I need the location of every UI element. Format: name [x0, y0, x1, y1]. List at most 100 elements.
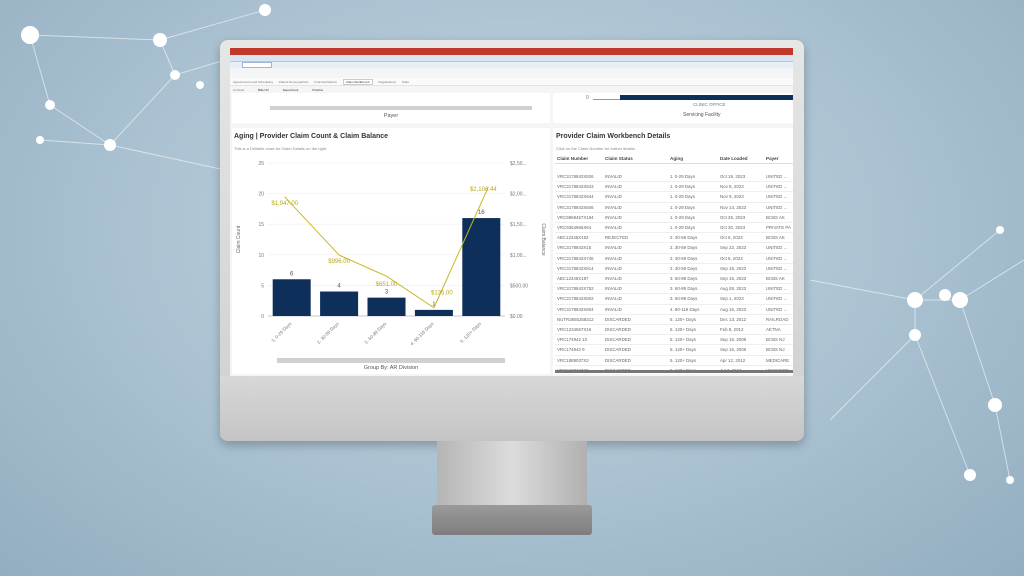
table-cell: Nov 9, 2023	[720, 194, 744, 200]
table-row[interactable]	[555, 294, 793, 305]
claim-count-bar[interactable]	[320, 291, 359, 316]
title-bar	[230, 48, 793, 55]
table-cell: INVALID	[605, 194, 622, 200]
filter-biller-id[interactable]: Biller ID	[258, 88, 269, 92]
table-row[interactable]	[555, 192, 793, 203]
y2-axis-label: Claim Balance	[540, 223, 546, 255]
claim-number-link[interactable]: VRC3178843X844	[557, 194, 594, 200]
claim-number-link[interactable]: VRC1234567X16	[557, 327, 592, 332]
column-header[interactable]: Claim Status	[605, 156, 633, 161]
tab-stats[interactable]: Stats	[402, 79, 409, 84]
table-cell: Oct 30, 2023	[720, 225, 746, 230]
claim-number-link[interactable]: ABC12345X187	[557, 276, 589, 281]
table-row[interactable]	[555, 274, 793, 285]
tab-financial-metrics[interactable]: Financial Metrics	[314, 79, 337, 84]
claim-number-link[interactable]: VRC9969457X194	[557, 214, 594, 220]
payer-chart-scrollbar[interactable]	[270, 106, 532, 110]
table-cell: BCBS AK	[766, 276, 785, 281]
claim-count-bar[interactable]	[272, 279, 311, 316]
tab-claim-workbench[interactable]: Claim Workbench	[342, 78, 373, 85]
line-data-label: $651.00	[376, 282, 398, 288]
table-row[interactable]	[555, 213, 793, 223]
table-cell: 3. 60-89 Days	[670, 296, 698, 302]
table-cell: INVALID	[605, 225, 622, 230]
filter-department[interactable]: Department	[282, 88, 299, 92]
window-tab-active[interactable]	[242, 62, 272, 68]
tab-appointments[interactable]: Appointments and Scheduling	[233, 79, 273, 84]
table-cell: 3. 60-89 Days	[670, 276, 698, 281]
table-cell: BCBS AK	[766, 235, 785, 241]
table-cell: Oct 6, 2023	[720, 235, 743, 241]
table-scrollbar[interactable]	[555, 370, 793, 373]
claim-number-link[interactable]: VRC174942 10	[557, 337, 588, 343]
claim-number-link[interactable]: VRC3178843X802	[557, 296, 594, 302]
table-row[interactable]	[555, 284, 793, 295]
claim-number-link[interactable]: VRC3178843X15	[557, 245, 592, 251]
table-row[interactable]	[555, 172, 793, 183]
table-cell: INVALID	[605, 306, 622, 312]
table-row[interactable]	[555, 203, 793, 213]
table-row[interactable]	[555, 315, 793, 325]
claim-number-link[interactable]: VRC3178843X804	[557, 306, 594, 312]
table-cell: UNITED ...	[766, 265, 788, 271]
table-cell: MEDICARE	[766, 357, 790, 363]
table-row[interactable]	[555, 325, 793, 336]
column-header[interactable]: Aging	[670, 156, 684, 161]
claim-number-link[interactable]: VRC3178843X843	[557, 184, 594, 190]
claim-number-link[interactable]: VRC174942 9	[557, 347, 585, 353]
claim-number-link[interactable]: VRC3178843X814	[557, 265, 594, 271]
details-title: Provider Claim Workbench Details	[556, 133, 671, 140]
claim-number-link[interactable]: VRC3178843X752	[557, 286, 594, 292]
claim-count-bar[interactable]	[462, 218, 501, 316]
y2-tick-label: $1,50...	[510, 222, 527, 228]
clinic-office-bar[interactable]	[620, 95, 793, 100]
table-cell: Sep 1, 2023	[720, 296, 744, 302]
table-row[interactable]	[555, 233, 793, 244]
table-cell: INVALID	[605, 184, 622, 190]
claim-number-link[interactable]: NUTR3655258312	[557, 316, 594, 322]
table-row[interactable]	[555, 356, 793, 366]
column-header[interactable]: Date Loaded	[720, 156, 748, 161]
table-cell: BCBS NJ	[766, 347, 785, 353]
table-cell: Aug 16, 2023	[720, 306, 747, 312]
line-data-label: $135.00	[431, 291, 453, 297]
table-row[interactable]	[555, 254, 793, 264]
table-cell: INVALID	[605, 296, 622, 302]
column-header[interactable]: Claim Number	[557, 156, 589, 161]
claim-number-link[interactable]: ABC12345X192	[557, 235, 589, 241]
column-header[interactable]: Payer	[766, 156, 779, 161]
table-cell: Sep 16, 2008	[720, 337, 747, 343]
table-row[interactable]	[555, 182, 793, 193]
tab-registrations[interactable]: Registrations	[378, 79, 397, 84]
table-cell: 1. 0-29 Days	[670, 225, 695, 230]
table-row[interactable]	[555, 345, 793, 356]
claim-count-bar[interactable]	[414, 309, 453, 316]
aging-chart-scrollbar[interactable]	[277, 358, 505, 363]
claim-number-link[interactable]: VRC3178843X826	[557, 174, 594, 179]
window-tab-bar	[230, 62, 793, 68]
claim-number-link[interactable]: VRC1889037X2	[557, 357, 589, 363]
table-cell: Dec 13, 2012	[720, 316, 747, 322]
table-cell: UNITED ...	[766, 204, 788, 210]
claim-count-bar[interactable]	[367, 297, 406, 316]
facility-axis-line	[593, 99, 620, 100]
table-cell: DISCARDED	[605, 337, 631, 343]
table-row[interactable]	[555, 305, 793, 315]
table-cell: BCBS AK	[766, 214, 785, 220]
table-cell: INVALID	[605, 204, 622, 210]
table-cell: Aug 28, 2023	[720, 286, 747, 292]
claim-number-link[interactable]: VRC3178843X846	[557, 204, 594, 210]
filter-practice[interactable]: Practice	[312, 88, 324, 92]
table-cell: INVALID	[605, 286, 622, 292]
line-data-label: $2,106.44	[470, 187, 497, 193]
table-row[interactable]	[555, 335, 793, 346]
table-row[interactable]	[555, 223, 793, 234]
x-tick-label: 3. 60-89 Days	[363, 321, 387, 345]
table-cell: Sep 22, 2023	[720, 245, 747, 251]
table-row[interactable]	[555, 264, 793, 274]
claim-number-link[interactable]: VRC3178843X746	[557, 255, 594, 261]
table-row[interactable]	[555, 243, 793, 254]
tab-patient-demographics[interactable]: Patient Demographics	[278, 79, 309, 84]
claim-number-link[interactable]: VRC9364966X64	[557, 225, 592, 230]
